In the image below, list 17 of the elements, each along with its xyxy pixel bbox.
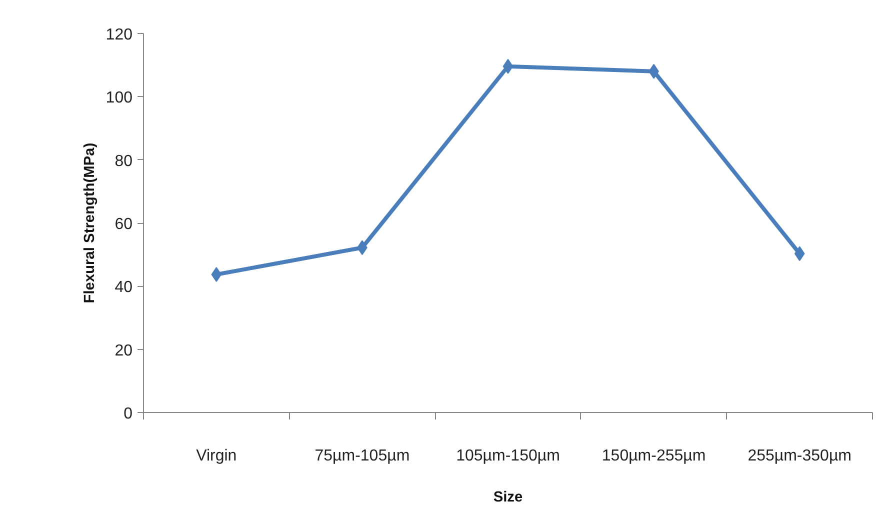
y-axis-title: Flexural Strength(MPa) (82, 142, 98, 304)
x-axis-title: Size (493, 490, 523, 506)
y-tick-label: 120 (106, 26, 133, 44)
y-tick-label: 80 (114, 152, 133, 170)
point (502, 58, 514, 74)
x-tick-label: 150µm-255µm (602, 448, 706, 464)
y-tick-label: 40 (114, 279, 133, 296)
y-tick-label: 60 (114, 216, 133, 233)
x-tick-label: Virgin (196, 448, 237, 464)
point (794, 246, 805, 262)
y-tick-label: 0 (124, 406, 133, 422)
x-tick-label: 255µm-350µm (748, 448, 852, 464)
y-tick-label: 20 (114, 342, 133, 360)
x-tick-label: 75µm-105µm (314, 448, 410, 464)
x-tick-label: 105µm-150µm (456, 448, 560, 464)
y-tick-label: 100 (106, 90, 133, 107)
point (211, 266, 222, 282)
